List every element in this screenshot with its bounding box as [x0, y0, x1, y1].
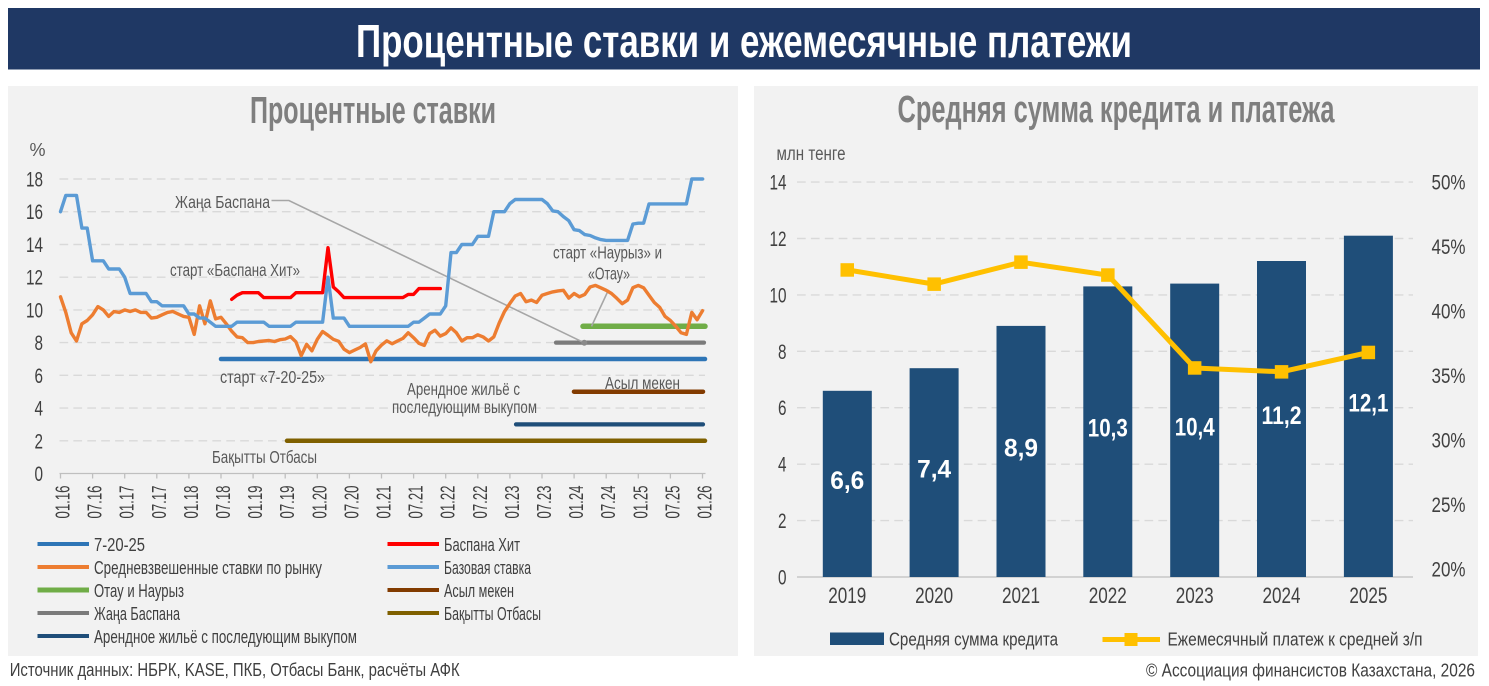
- svg-text:50%: 50%: [1432, 172, 1466, 195]
- svg-text:Бақытты Отбасы: Бақытты Отбасы: [212, 447, 317, 467]
- svg-text:Асыл мекен: Асыл мекен: [605, 373, 680, 393]
- svg-text:Арендное жильё с последующим в: Арендное жильё с последующим выкупом: [94, 627, 357, 647]
- svg-text:Асыл мекен: Асыл мекен: [444, 581, 514, 601]
- svg-text:старт «7-20-25»: старт «7-20-25»: [220, 367, 325, 387]
- svg-text:2025: 2025: [1349, 583, 1387, 608]
- svg-text:10: 10: [770, 284, 787, 307]
- svg-text:Жаңа Баспана: Жаңа Баспана: [94, 604, 181, 624]
- svg-text:2021: 2021: [1002, 583, 1040, 608]
- svg-text:6: 6: [35, 365, 44, 388]
- svg-text:14: 14: [770, 172, 787, 195]
- svg-text:07.24: 07.24: [598, 486, 620, 519]
- svg-text:8,9: 8,9: [1004, 435, 1038, 463]
- svg-text:Бақытты Отбасы: Бақытты Отбасы: [444, 604, 541, 624]
- svg-text:01.26: 01.26: [695, 486, 717, 519]
- svg-text:7-20-25: 7-20-25: [94, 535, 145, 555]
- svg-text:16: 16: [26, 201, 43, 224]
- svg-text:%: %: [29, 140, 45, 160]
- svg-text:07.19: 07.19: [277, 486, 299, 519]
- svg-text:07.25: 07.25: [662, 486, 684, 519]
- svg-text:Базовая ставка: Базовая ставка: [444, 558, 532, 578]
- svg-text:07.17: 07.17: [149, 486, 171, 519]
- svg-text:25%: 25%: [1432, 494, 1466, 517]
- svg-text:Арендное жильё с: Арендное жильё с: [407, 379, 520, 399]
- svg-text:12,1: 12,1: [1348, 389, 1388, 417]
- svg-text:40%: 40%: [1432, 301, 1466, 324]
- svg-text:10,4: 10,4: [1175, 413, 1215, 441]
- svg-text:8: 8: [35, 332, 44, 355]
- svg-text:12: 12: [770, 228, 787, 251]
- svg-text:Ежемесячный платеж к средней з: Ежемесячный платеж к средней з/п: [1168, 629, 1423, 650]
- svg-text:20%: 20%: [1432, 559, 1466, 582]
- svg-text:01.23: 01.23: [502, 486, 524, 519]
- svg-text:45%: 45%: [1432, 236, 1466, 259]
- svg-text:12: 12: [26, 267, 43, 290]
- svg-text:01.20: 01.20: [309, 486, 331, 519]
- svg-text:Источник данных: НБРК, KASE, П: Источник данных: НБРК, KASE, ПКБ, Отбасы…: [10, 659, 460, 680]
- svg-text:Процентные ставки: Процентные ставки: [250, 90, 496, 132]
- svg-text:2: 2: [35, 430, 44, 453]
- svg-text:Процентные ставки и ежемесячны: Процентные ставки и ежемесячные платежи: [356, 15, 1132, 67]
- svg-text:Средняя сумма кредита: Средняя сумма кредита: [889, 629, 1059, 650]
- svg-text:18: 18: [26, 169, 43, 192]
- svg-text:последующим выкупом: последующим выкупом: [392, 397, 537, 417]
- svg-text:07.16: 07.16: [85, 486, 107, 519]
- svg-text:07.18: 07.18: [213, 486, 235, 519]
- svg-text:11,2: 11,2: [1262, 402, 1302, 430]
- svg-text:01.21: 01.21: [374, 486, 396, 519]
- svg-text:01.22: 01.22: [438, 486, 460, 519]
- svg-text:01.18: 01.18: [181, 486, 203, 519]
- svg-text:4: 4: [35, 398, 44, 421]
- svg-text:2: 2: [778, 510, 787, 533]
- svg-text:07.23: 07.23: [534, 486, 556, 519]
- svg-text:10: 10: [26, 299, 43, 322]
- svg-text:Баспана Хит: Баспана Хит: [444, 535, 520, 555]
- svg-text:«Отау»: «Отау»: [588, 264, 630, 284]
- svg-text:старт «Баспана Хит»: старт «Баспана Хит»: [170, 260, 300, 280]
- svg-text:6,6: 6,6: [830, 467, 864, 495]
- svg-text:01.16: 01.16: [53, 486, 75, 519]
- svg-text:Отау и Наурыз: Отау и Наурыз: [94, 581, 184, 601]
- svg-text:6: 6: [778, 397, 787, 420]
- svg-text:7,4: 7,4: [917, 456, 951, 484]
- svg-text:© Ассоциация финансистов Казах: © Ассоциация финансистов Казахстана, 202…: [1146, 660, 1475, 681]
- svg-text:0: 0: [778, 567, 787, 590]
- svg-text:Средняя сумма кредита и платеж: Средняя сумма кредита и платежа: [898, 89, 1336, 131]
- svg-text:35%: 35%: [1432, 365, 1466, 388]
- svg-text:старт «Наурыз» и: старт «Наурыз» и: [553, 243, 662, 263]
- svg-text:30%: 30%: [1432, 430, 1466, 453]
- svg-text:Жаңа Баспана: Жаңа Баспана: [175, 192, 270, 212]
- svg-text:07.20: 07.20: [341, 486, 363, 519]
- svg-text:Средневзвешенные ставки по рын: Средневзвешенные ставки по рынку: [94, 558, 322, 578]
- svg-text:07.21: 07.21: [406, 486, 428, 519]
- svg-text:01.19: 01.19: [245, 486, 267, 519]
- svg-text:4: 4: [778, 454, 787, 477]
- svg-text:01.25: 01.25: [630, 486, 652, 519]
- svg-text:0: 0: [35, 463, 44, 486]
- svg-text:8: 8: [778, 341, 787, 364]
- svg-text:01.17: 01.17: [117, 486, 139, 519]
- svg-text:2019: 2019: [828, 583, 866, 608]
- svg-text:14: 14: [26, 234, 43, 257]
- svg-text:07.22: 07.22: [470, 486, 492, 519]
- svg-text:10,3: 10,3: [1088, 415, 1128, 443]
- svg-text:01.24: 01.24: [566, 486, 588, 519]
- svg-text:2020: 2020: [915, 583, 953, 608]
- svg-text:2022: 2022: [1089, 583, 1127, 608]
- svg-text:млн тенге: млн тенге: [777, 143, 846, 165]
- svg-text:2023: 2023: [1176, 583, 1214, 608]
- svg-text:2024: 2024: [1263, 583, 1301, 608]
